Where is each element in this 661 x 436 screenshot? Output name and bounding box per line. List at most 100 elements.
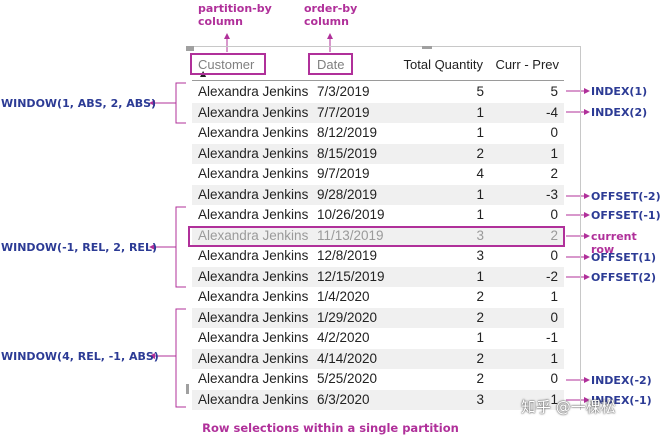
- window-rel-label: WINDOW(-1, REL, 2, REL): [1, 241, 157, 254]
- visual-border-right: [580, 46, 581, 410]
- cell-curr-prev: 5: [550, 84, 558, 99]
- cell-date: 9/7/2019: [317, 166, 370, 181]
- table-row[interactable]: Alexandra Jenkins 9/28/2019 1 -3: [192, 184, 564, 205]
- cell-customer: Alexandra Jenkins: [198, 289, 309, 304]
- cell-curr-prev: 0: [550, 207, 558, 222]
- caption: Row selections within a single partition: [202, 421, 459, 435]
- cell-total-quantity: 2: [476, 371, 484, 386]
- index-1-label: INDEX(1): [591, 85, 648, 98]
- table-row[interactable]: Alexandra Jenkins 6/3/2020 3 1: [192, 389, 564, 410]
- cell-total-quantity: 2: [476, 289, 484, 304]
- cell-curr-prev: 0: [550, 125, 558, 140]
- current-row-highlight: [188, 226, 565, 247]
- cell-date: 7/3/2019: [317, 84, 370, 99]
- cell-customer: Alexandra Jenkins: [198, 125, 309, 140]
- cell-total-quantity: 1: [476, 186, 484, 202]
- table-row[interactable]: Alexandra Jenkins 10/26/2019 1 0: [192, 205, 564, 225]
- header-customer[interactable]: Customer: [198, 57, 255, 72]
- cell-curr-prev: 2: [550, 227, 558, 243]
- cell-customer: Alexandra Jenkins: [198, 104, 309, 120]
- order-by-line1: order-by: [304, 2, 358, 15]
- resize-handle-top[interactable]: [422, 46, 432, 49]
- cell-curr-prev: 1: [550, 350, 558, 366]
- table-row[interactable]: Alexandra Jenkins 11/13/2019 3 2: [192, 225, 564, 246]
- partition-by-label: partition-by column: [198, 2, 272, 28]
- index-minus1-label: INDEX(-1): [591, 394, 652, 407]
- current-row-label: current row: [591, 230, 637, 256]
- cell-total-quantity: 3: [476, 227, 484, 243]
- cell-date: 12/15/2019: [317, 268, 385, 284]
- partition-by-line1: partition-by: [198, 2, 272, 15]
- table-row[interactable]: Alexandra Jenkins 8/12/2019 1 0: [192, 123, 564, 143]
- table-row[interactable]: Alexandra Jenkins 7/3/2019 5 5: [192, 82, 564, 102]
- header-date[interactable]: Date: [317, 57, 345, 72]
- table-row[interactable]: Alexandra Jenkins 8/15/2019 2 1: [192, 143, 564, 164]
- visual-border-top: [186, 46, 580, 47]
- cell-customer: Alexandra Jenkins: [198, 350, 309, 366]
- cell-customer: Alexandra Jenkins: [198, 371, 309, 386]
- cell-curr-prev: -4: [545, 104, 558, 120]
- cell-curr-prev: -1: [545, 330, 558, 345]
- cell-date: 4/14/2020: [317, 350, 378, 366]
- offset-minus1-label: OFFSET(-1): [591, 209, 661, 222]
- cell-total-quantity: 3: [476, 391, 484, 407]
- cell-date: 11/13/2019: [317, 227, 384, 243]
- table-row[interactable]: Alexandra Jenkins 7/7/2019 1 -4: [192, 102, 564, 123]
- cell-curr-prev: -2: [545, 268, 558, 284]
- cell-customer: Alexandra Jenkins: [198, 145, 309, 161]
- header-curr-prev[interactable]: Curr - Prev: [495, 57, 559, 72]
- index-2-label: INDEX(2): [591, 106, 648, 119]
- cell-total-quantity: 4: [476, 166, 484, 181]
- table-row[interactable]: Alexandra Jenkins 4/2/2020 1 -1: [192, 328, 564, 348]
- resize-handle-left[interactable]: [186, 384, 189, 394]
- cell-total-quantity: 1: [476, 268, 484, 284]
- cell-customer: Alexandra Jenkins: [198, 186, 309, 202]
- cell-total-quantity: 2: [476, 145, 484, 161]
- table-row[interactable]: Alexandra Jenkins 5/25/2020 2 0: [192, 369, 564, 389]
- table-row[interactable]: Alexandra Jenkins 1/4/2020 2 1: [192, 287, 564, 307]
- cell-total-quantity: 1: [476, 125, 484, 140]
- cell-curr-prev: 1: [550, 289, 558, 304]
- cell-customer: Alexandra Jenkins: [198, 227, 309, 243]
- offset-minus2-label: OFFSET(-2): [591, 190, 661, 203]
- cell-date: 8/15/2019: [317, 145, 378, 161]
- window-abs-label: WINDOW(1, ABS, 2, ABS): [1, 97, 157, 110]
- cell-date: 4/2/2020: [317, 330, 370, 345]
- cell-date: 8/12/2019: [317, 125, 378, 140]
- table-row[interactable]: Alexandra Jenkins 9/7/2019 4 2: [192, 164, 564, 184]
- cell-customer: Alexandra Jenkins: [198, 248, 309, 263]
- cell-customer: Alexandra Jenkins: [198, 166, 309, 181]
- cell-total-quantity: 5: [476, 84, 484, 99]
- index-minus2-label: INDEX(-2): [591, 374, 652, 387]
- order-by-line2: column: [304, 15, 349, 28]
- window-mixed-label: WINDOW(4, REL, -1, ABS): [1, 350, 159, 363]
- cell-curr-prev: 0: [550, 309, 558, 325]
- cell-date: 9/28/2019: [317, 186, 378, 202]
- offset-1-label: OFFSET(1): [591, 251, 657, 264]
- cell-total-quantity: 1: [476, 104, 484, 120]
- watermark: 知乎 @一棵松: [521, 398, 616, 416]
- order-by-label: order-by column: [304, 2, 357, 28]
- cell-curr-prev: -3: [545, 186, 558, 202]
- table-row[interactable]: Alexandra Jenkins 12/15/2019 1 -2: [192, 266, 564, 287]
- cell-date: 12/8/2019: [317, 248, 378, 263]
- cell-date: 5/25/2020: [317, 371, 378, 386]
- cell-customer: Alexandra Jenkins: [198, 84, 309, 99]
- cell-total-quantity: 2: [476, 350, 484, 366]
- cell-customer: Alexandra Jenkins: [198, 330, 309, 345]
- cell-customer: Alexandra Jenkins: [198, 207, 309, 222]
- table-row[interactable]: Alexandra Jenkins 4/14/2020 2 1: [192, 348, 564, 369]
- cell-customer: Alexandra Jenkins: [198, 391, 309, 407]
- cell-date: 10/26/2019: [317, 207, 385, 222]
- cell-customer: Alexandra Jenkins: [198, 309, 309, 325]
- cell-date: 1/29/2020: [317, 309, 378, 325]
- table-row[interactable]: Alexandra Jenkins 1/29/2020 2 0: [192, 307, 564, 328]
- table-row[interactable]: Alexandra Jenkins 12/8/2019 3 0: [192, 246, 564, 266]
- offset-2-label: OFFSET(2): [591, 271, 657, 284]
- cell-date: 7/7/2019: [317, 104, 370, 120]
- cell-total-quantity: 1: [476, 207, 484, 222]
- cell-total-quantity: 2: [476, 309, 484, 325]
- header-total-quantity[interactable]: Total Quantity: [403, 57, 484, 72]
- resize-handle-top-left[interactable]: [186, 46, 194, 51]
- partition-column-highlight: [190, 53, 266, 75]
